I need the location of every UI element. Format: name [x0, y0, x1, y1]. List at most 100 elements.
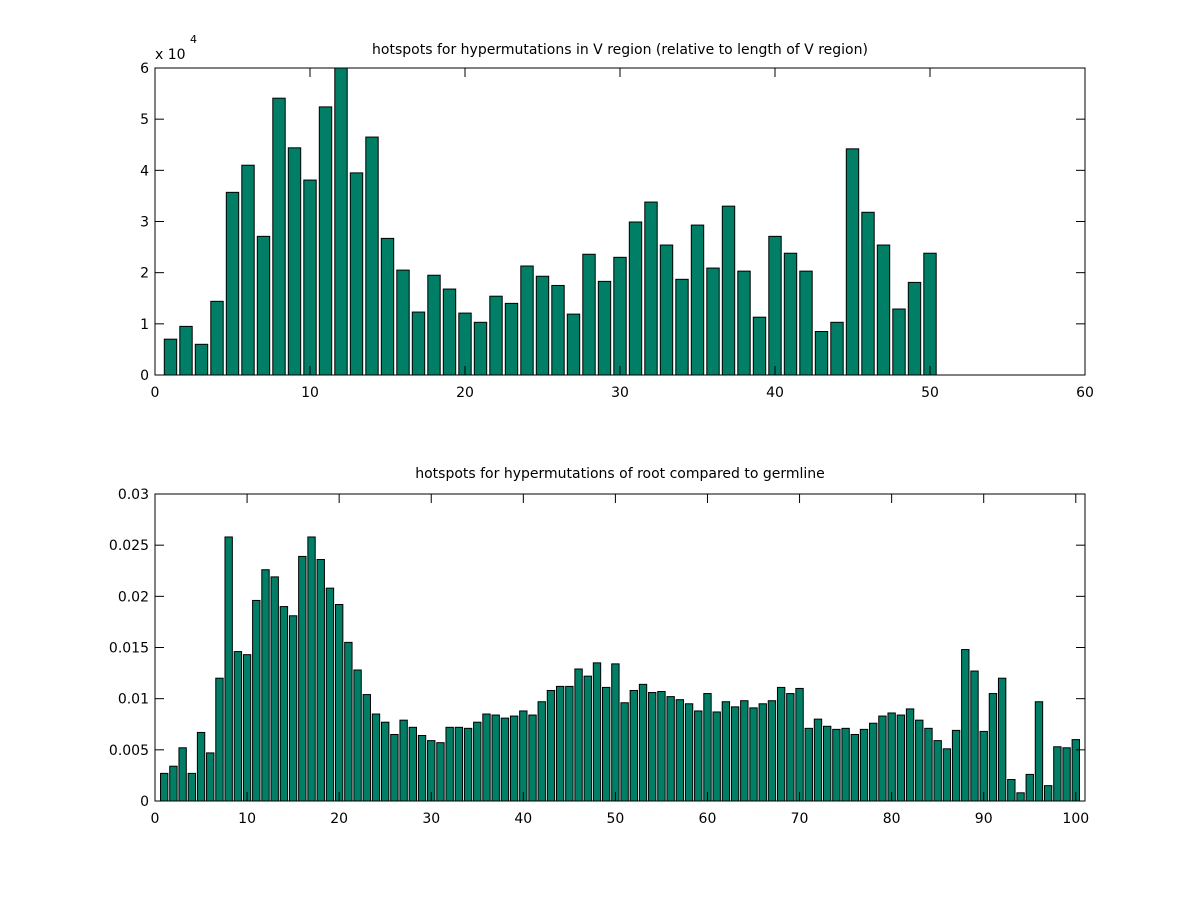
chart-title: hotspots for hypermutations of root comp…: [415, 466, 825, 482]
bar-33: [659, 244, 674, 376]
bar-15: [288, 615, 298, 802]
bar-94: [1016, 792, 1025, 802]
bar-35: [473, 721, 482, 802]
bar-75: [841, 727, 850, 802]
bar-14: [365, 136, 379, 376]
top-subplot: hotspots for hypermutations in V region …: [140, 33, 1094, 401]
bar-19: [325, 587, 335, 802]
bar-56: [666, 696, 675, 802]
bar-82: [905, 708, 915, 802]
bar-36: [482, 713, 491, 802]
bar-13: [349, 172, 364, 376]
bar-29: [597, 280, 612, 376]
y-tick-label: 3: [140, 215, 149, 231]
y-tick-label: 0: [140, 368, 149, 384]
bar-1: [160, 772, 169, 802]
bar-23: [362, 694, 371, 802]
bar-7: [215, 677, 224, 802]
bar-74: [832, 728, 841, 802]
x-tick-label: 50: [921, 385, 939, 401]
x-tick-label: 80: [883, 811, 901, 827]
bar-9: [287, 147, 302, 376]
bar-96: [1034, 701, 1044, 802]
bar-34: [463, 727, 473, 802]
bar-51: [620, 702, 629, 802]
bar-16: [396, 269, 410, 376]
bar-7: [256, 235, 271, 376]
bar-31: [436, 742, 445, 802]
bar-14: [279, 606, 289, 802]
bar-24: [371, 713, 381, 802]
bar-85: [933, 740, 942, 802]
bar-32: [445, 726, 454, 802]
bar-2: [169, 765, 178, 802]
bar-34: [675, 278, 689, 376]
bar-1: [163, 338, 178, 376]
y-tick-label: 0.03: [118, 487, 149, 503]
x-tick-label: 10: [301, 385, 319, 401]
bar-41: [528, 714, 537, 802]
x-tick-label: 0: [151, 385, 160, 401]
bar-73: [823, 725, 832, 802]
bar-27: [566, 313, 581, 376]
bar-10: [242, 654, 252, 802]
bar-61: [712, 711, 721, 802]
y-tick-label: 0.005: [109, 743, 149, 759]
bar-40: [768, 235, 782, 376]
bar-71: [804, 727, 813, 802]
bar-16: [298, 555, 307, 802]
x-tick-label: 70: [791, 811, 809, 827]
bar-39: [509, 715, 519, 802]
bar-78: [869, 722, 878, 802]
bar-23: [504, 302, 519, 376]
bar-38: [500, 717, 510, 802]
bar-17: [307, 536, 316, 802]
x-tick-label: 90: [975, 811, 993, 827]
x-tick-label: 40: [514, 811, 532, 827]
bar-9: [233, 651, 243, 802]
bar-31: [628, 221, 643, 376]
x-tick-label: 20: [330, 811, 348, 827]
bar-37: [721, 205, 736, 376]
bar-26: [390, 733, 399, 802]
bar-21: [473, 321, 488, 376]
x-tick-label: 0: [151, 811, 160, 827]
bar-25: [535, 275, 550, 376]
bar-79: [878, 715, 887, 802]
bar-89: [970, 670, 979, 802]
bar-20: [334, 604, 344, 802]
bar-64: [740, 700, 749, 802]
bar-93: [1007, 779, 1016, 802]
bar-57: [675, 699, 685, 802]
x-tick-label: 20: [456, 385, 474, 401]
bar-21: [344, 641, 353, 802]
bar-99: [1062, 747, 1071, 802]
x-tick-label: 10: [238, 811, 256, 827]
bar-67: [767, 700, 777, 802]
bar-12: [261, 569, 270, 802]
bar-54: [648, 692, 657, 802]
bar-90: [979, 730, 988, 802]
bar-4: [187, 772, 197, 802]
bar-15: [380, 237, 395, 376]
bar-42: [799, 270, 813, 376]
bar-2: [179, 325, 193, 376]
bar-66: [758, 703, 767, 802]
bar-36: [706, 267, 720, 376]
y-tick-label: 0.01: [118, 692, 149, 708]
bar-58: [684, 703, 694, 802]
bar-27: [399, 719, 408, 802]
bar-37: [491, 714, 500, 802]
bar-22: [353, 669, 362, 802]
bar-47: [583, 675, 592, 802]
x-tick-label: 60: [1076, 385, 1094, 401]
bar-45: [845, 148, 860, 376]
bar-52: [629, 689, 639, 802]
y-tick-label: 0.025: [109, 538, 149, 554]
y-multiplier-exponent: 4: [190, 33, 197, 46]
bar-46: [574, 668, 583, 802]
bar-28: [582, 253, 596, 376]
bar-76: [850, 733, 859, 802]
bar-38: [737, 270, 751, 376]
bar-81: [896, 714, 906, 802]
